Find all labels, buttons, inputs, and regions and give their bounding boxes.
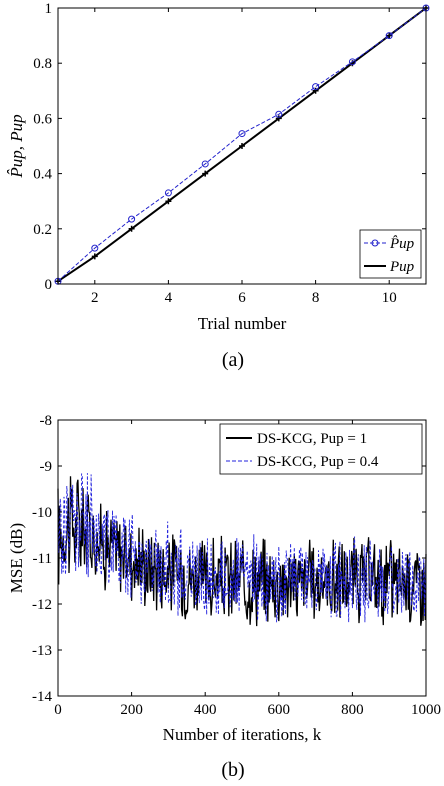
panel-a-xlabel: Trial number: [198, 314, 287, 333]
panel-a-xtick-label: 8: [312, 290, 320, 306]
panel-b-caption: (b): [221, 759, 244, 781]
data-point-p-up: [275, 115, 282, 122]
data-point-p-hat-up: [385, 32, 393, 40]
panel-a-ytick-label: 0: [45, 277, 53, 293]
data-point-p-hat-up: [128, 215, 136, 223]
panel-b-ytick-label: -11: [33, 551, 52, 567]
panel-b-xtick-label: 0: [54, 702, 62, 718]
data-point-p-up: [202, 170, 209, 177]
panel-a-legend-box: [359, 229, 422, 279]
panel-a-ytick-label: 0.6: [33, 111, 52, 127]
legend-b-label-2: DS-KCG, Pup = 0.4: [257, 454, 379, 470]
panel-b-legend: DS-KCG, Pup = 1 DS-KCG, Pup = 0.4: [219, 423, 423, 475]
panel-b-xtick-label: 600: [268, 702, 291, 718]
panel-a: 2 4 6 8 10 0 0.2 0.4 0.6 0.8 1 Trial number P̂up,…: [7, 1, 430, 371]
data-point-p-up: [386, 32, 393, 39]
panel-a-xtick-label: 4: [165, 290, 173, 306]
panel-a-xtick-label: 2: [91, 290, 99, 306]
data-point-p-hat-up: [201, 160, 209, 168]
data-point-p-hat-up: [164, 189, 172, 197]
legend-b-label-1: DS-KCG, Pup = 1: [257, 431, 367, 447]
panel-b-ylabel: MSE (dB): [7, 523, 26, 593]
panel-b-xtick-label: 800: [341, 702, 364, 718]
data-point-p-up: [128, 225, 135, 232]
panel-b-xtick-label: 200: [120, 702, 143, 718]
panel-a-ylabel: P̂up, Pup: [7, 114, 26, 178]
panel-b-legend-box: [219, 423, 423, 475]
panel-b-xtick-label: 1000: [411, 702, 441, 718]
panel-a-ytick-label: 1: [45, 1, 53, 17]
legend-a-label-1: P̂up: [389, 236, 415, 252]
panel-a-xtick-label: 6: [238, 290, 246, 306]
data-point-p-up: [312, 87, 319, 94]
panel-b-ytick-label: -8: [40, 413, 53, 429]
data-point-p-up: [91, 253, 98, 260]
panel-a-xtick-label: 10: [382, 290, 397, 306]
data-point-p-up: [165, 198, 172, 205]
panel-b-ytick-label: -12: [32, 597, 52, 613]
panel-b: 0 200 400 600 800 1000 -14 -13 -12 -11 -10 -9 -8 Nu…: [7, 413, 441, 781]
panel-a-legend: P̂up Pup: [359, 229, 422, 279]
data-point-p-hat-up: [348, 58, 356, 66]
data-point-p-up: [239, 143, 245, 149]
panel-a-caption: (a): [222, 349, 244, 371]
panel-b-ytick-label: -10: [32, 505, 52, 521]
legend-a-marker-1: [371, 239, 379, 247]
legend-a-label-2: Pup: [389, 259, 415, 275]
data-point-p-hat-up: [238, 130, 246, 138]
panel-b-xtick-label: 400: [194, 702, 217, 718]
panel-a-ytick-label: 0.8: [33, 56, 52, 72]
panel-b-xlabel: Number of iterations, k: [163, 725, 322, 744]
panel-b-ytick-label: -9: [40, 459, 53, 475]
data-point-p-hat-up: [91, 244, 99, 252]
panel-a-ytick-label: 0.2: [33, 222, 52, 238]
series-line-p-hat-up: [57, 7, 427, 282]
data-point-p-hat-up: [275, 110, 283, 118]
panel-b-ytick-label: -13: [32, 643, 52, 659]
series-line-ds-kcg-pup-0-4: [57, 473, 427, 623]
panel-a-ytick-label: 0.4: [33, 167, 52, 183]
panel-b-ytick-label: -14: [32, 689, 52, 705]
data-point-p-hat-up: [312, 83, 320, 91]
